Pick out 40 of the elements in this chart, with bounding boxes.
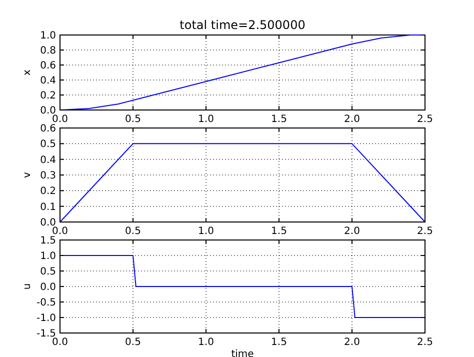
x-tick-label: 1.5 bbox=[271, 114, 287, 125]
x-tick-label: 0.5 bbox=[125, 337, 141, 348]
y-tick-label: -1.0 bbox=[36, 313, 56, 324]
x-tick-label: 2.0 bbox=[344, 226, 360, 237]
y-tick-label: 0.2 bbox=[40, 186, 56, 198]
x-tick-label: 1.0 bbox=[198, 114, 214, 125]
x-tick-label: 1.5 bbox=[271, 226, 287, 237]
y-tick-label: 0.4 bbox=[40, 154, 56, 166]
x-tick-label: 1.5 bbox=[271, 337, 287, 348]
y-tick-label: 0.6 bbox=[40, 60, 56, 72]
x-tick-label: 2.0 bbox=[344, 337, 360, 348]
y-tick-label: 1.5 bbox=[40, 236, 56, 246]
x-tick-label: 1.0 bbox=[198, 226, 214, 237]
x-tick-label: 0.5 bbox=[125, 114, 141, 125]
y-tick-label: 0.5 bbox=[40, 266, 56, 278]
y-tick-label: 0.1 bbox=[40, 202, 56, 213]
y-tick-label: 0.3 bbox=[40, 170, 56, 182]
x-tick-label: 2.0 bbox=[344, 114, 360, 125]
y-tick-label: 0.8 bbox=[40, 46, 56, 56]
x-tick-label: 2.5 bbox=[417, 114, 433, 125]
x-tick-label: 0.5 bbox=[125, 226, 141, 237]
y-tick-label: 0.4 bbox=[40, 76, 56, 86]
y-tick-label: 0.6 bbox=[40, 124, 56, 134]
x-tick-label: 2.5 bbox=[417, 226, 433, 237]
chart-title: total time=2.500000 bbox=[180, 18, 306, 32]
y-tick-label: 1.0 bbox=[40, 251, 56, 262]
y-axis-title: v bbox=[22, 172, 33, 178]
x-tick-label: 0.0 bbox=[52, 226, 68, 237]
y-tick-label: 0.5 bbox=[40, 139, 56, 150]
x-tick-label: 0.0 bbox=[52, 337, 68, 348]
y-tick-label: 0.2 bbox=[40, 90, 56, 102]
y-axis-title: x bbox=[22, 69, 33, 76]
x-tick-label: 2.5 bbox=[417, 337, 433, 348]
x-tick-label: 1.0 bbox=[198, 337, 214, 348]
y-axis-title: u bbox=[22, 283, 33, 290]
x-tick-label: 0.0 bbox=[52, 114, 68, 125]
y-tick-label: 0.0 bbox=[40, 282, 56, 293]
y-tick-label: 1.0 bbox=[40, 30, 56, 42]
y-tick-label: -0.5 bbox=[36, 298, 56, 308]
x-axis-title: time bbox=[231, 349, 254, 357]
